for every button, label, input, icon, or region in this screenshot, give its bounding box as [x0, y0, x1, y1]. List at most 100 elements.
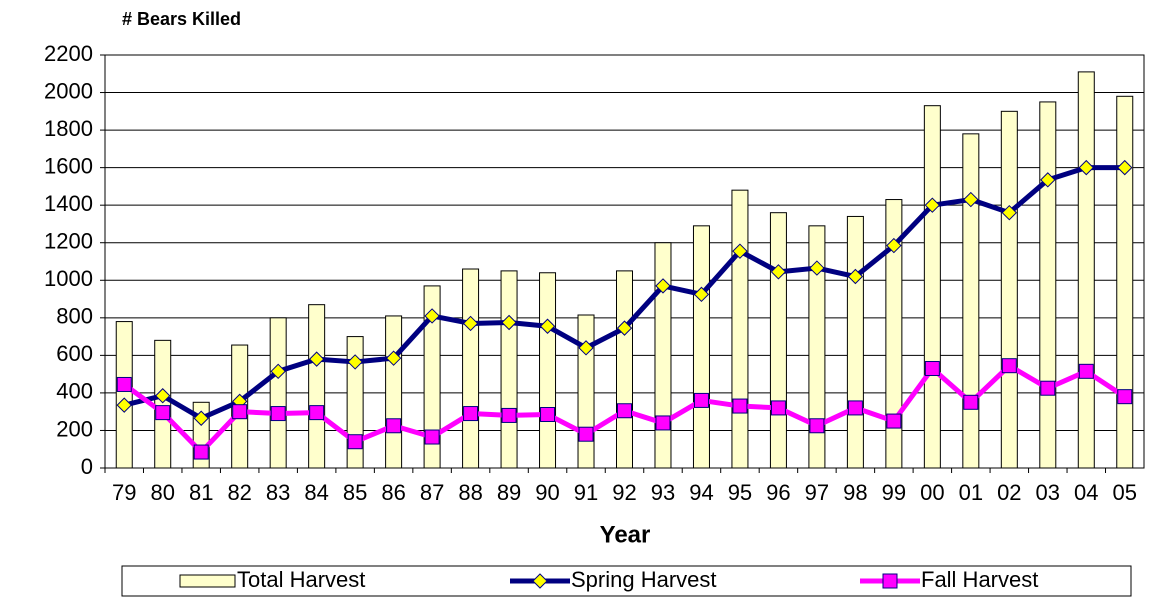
- marker: [463, 406, 479, 422]
- marker: [617, 403, 632, 419]
- y-tick-label: 1000: [44, 266, 93, 291]
- y-tick-label: 1400: [44, 191, 93, 216]
- x-tick-label: 94: [689, 480, 713, 505]
- y-tick-label: 800: [56, 304, 93, 329]
- bar: [808, 225, 826, 469]
- marker: [347, 434, 363, 450]
- bar: [1116, 95, 1134, 469]
- bar: [692, 225, 710, 469]
- bar: [885, 199, 903, 469]
- y-tick-label: 1800: [44, 116, 93, 141]
- x-tick-label: 83: [266, 480, 290, 505]
- x-tick-label: 87: [420, 480, 444, 505]
- marker: [616, 320, 633, 336]
- marker: [1117, 159, 1133, 176]
- bar: [1000, 110, 1018, 469]
- y-tick-label: 0: [81, 454, 93, 479]
- y-tick-label: 200: [56, 416, 93, 441]
- legend-label: Fall Harvest: [921, 567, 1038, 592]
- y-tick-label: 600: [56, 341, 93, 366]
- bar: [462, 268, 480, 469]
- bar: [654, 242, 672, 469]
- bar: [539, 272, 557, 469]
- marker: [693, 286, 710, 303]
- bar: [1077, 71, 1095, 469]
- bar: [1039, 101, 1057, 469]
- bar: [769, 212, 787, 469]
- marker: [193, 444, 209, 460]
- y-tick-label: 1200: [44, 229, 93, 254]
- marker: [1040, 380, 1056, 396]
- bar: [731, 189, 749, 469]
- marker: [963, 191, 979, 208]
- marker: [886, 237, 902, 254]
- marker: [1001, 204, 1018, 221]
- x-tick-label: 81: [189, 480, 213, 505]
- x-tick-label: 89: [497, 480, 521, 505]
- x-axis-title: Year: [600, 521, 651, 548]
- y-tick-label: 2200: [44, 41, 93, 66]
- x-tick-label: 80: [150, 480, 174, 505]
- legend-marker: [882, 573, 898, 589]
- bar: [577, 314, 595, 469]
- x-tick-label: 93: [651, 480, 675, 505]
- marker: [693, 392, 709, 408]
- marker: [462, 315, 479, 332]
- bar: [423, 285, 441, 469]
- legend-box: [121, 565, 1132, 597]
- y-tick-label: 2000: [44, 78, 93, 103]
- marker: [155, 405, 171, 421]
- bar: [616, 270, 633, 469]
- legend-marker: [532, 573, 548, 589]
- legend-label: Spring Harvest: [571, 567, 717, 592]
- marker: [1001, 358, 1017, 374]
- marker: [809, 418, 825, 434]
- marker: [308, 351, 325, 367]
- marker: [347, 354, 363, 370]
- marker: [732, 398, 748, 414]
- x-tick-label: 95: [728, 480, 752, 505]
- marker: [578, 426, 594, 442]
- x-tick-label: 98: [843, 480, 867, 505]
- bar: [115, 321, 133, 469]
- legend-swatch: [179, 574, 236, 588]
- marker: [424, 429, 440, 445]
- marker: [116, 376, 132, 392]
- marker: [1040, 172, 1056, 188]
- marker: [155, 388, 171, 404]
- x-tick-label: 00: [920, 480, 944, 505]
- marker: [963, 394, 979, 410]
- bar: [154, 339, 172, 469]
- legend-label: Total Harvest: [237, 567, 365, 592]
- marker: [270, 406, 286, 422]
- marker: [1078, 159, 1094, 176]
- marker: [193, 410, 209, 426]
- marker: [270, 363, 286, 380]
- x-tick-label: 05: [1113, 480, 1137, 505]
- x-tick-label: 03: [1036, 480, 1060, 505]
- x-tick-label: 97: [805, 480, 829, 505]
- marker: [732, 243, 748, 259]
- marker: [847, 400, 863, 416]
- x-tick-label: 90: [535, 480, 559, 505]
- x-tick-label: 91: [574, 480, 598, 505]
- marker: [501, 314, 517, 331]
- marker: [116, 397, 132, 413]
- marker: [770, 264, 787, 280]
- marker: [655, 278, 671, 294]
- x-tick-label: 96: [766, 480, 790, 505]
- marker: [578, 340, 594, 356]
- bar: [500, 270, 518, 469]
- marker: [309, 405, 325, 421]
- bar: [269, 317, 287, 469]
- marker: [232, 404, 248, 420]
- marker: [847, 268, 864, 285]
- y-tick-label: 400: [56, 379, 93, 404]
- bar: [846, 215, 864, 469]
- bar: [385, 315, 403, 469]
- x-tick-label: 79: [112, 480, 136, 505]
- marker: [886, 413, 902, 429]
- x-tick-label: 04: [1074, 480, 1098, 505]
- marker: [424, 308, 440, 324]
